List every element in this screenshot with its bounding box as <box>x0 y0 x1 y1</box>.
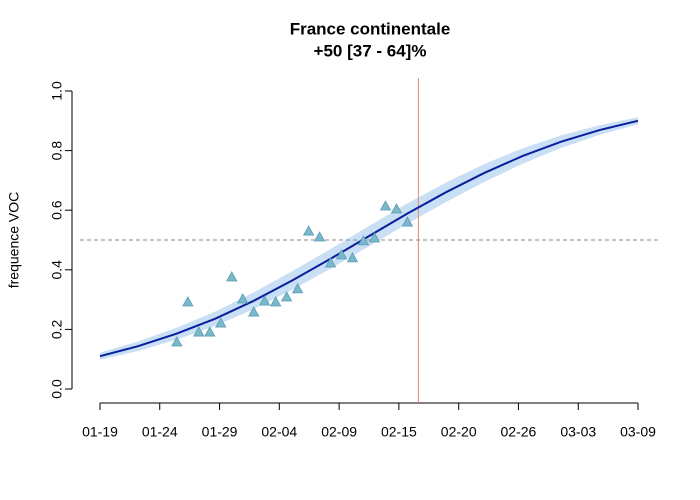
x-tick-label: 02-20 <box>441 424 477 440</box>
chart-subtitle: +50 [37 - 64]% <box>314 41 427 60</box>
confidence-band <box>100 117 638 360</box>
y-tick-label: 0.4 <box>49 260 65 280</box>
point <box>182 296 194 307</box>
x-tick-label: 01-19 <box>82 424 118 440</box>
chart-title: France continentale <box>290 19 451 38</box>
point <box>237 293 249 304</box>
point <box>324 257 337 268</box>
y-tick-label: 0.2 <box>49 319 65 339</box>
point <box>390 203 403 214</box>
y-tick-label: 1.0 <box>49 81 65 101</box>
x-tick-label: 02-04 <box>261 424 297 440</box>
point <box>280 291 293 302</box>
x-tick-label: 03-09 <box>620 424 656 440</box>
point <box>259 295 271 306</box>
point <box>269 296 282 307</box>
point <box>346 252 359 263</box>
point <box>379 200 392 211</box>
point <box>204 326 216 337</box>
point <box>171 336 183 347</box>
point <box>401 216 414 227</box>
point <box>313 231 326 242</box>
point <box>291 283 304 294</box>
point <box>357 235 370 246</box>
y-tick-label: 0.6 <box>49 200 65 220</box>
x-tick-label: 01-29 <box>202 424 238 440</box>
x-tick-label: 01-24 <box>142 424 178 440</box>
point <box>248 306 260 317</box>
point <box>226 271 238 282</box>
y-axis-label: frequence VOC <box>6 192 22 289</box>
x-tick-label: 02-09 <box>321 424 357 440</box>
y-tick-label: 0.0 <box>49 379 65 399</box>
x-tick-label: 02-26 <box>501 424 537 440</box>
x-tick-label: 03-03 <box>560 424 596 440</box>
fit-line <box>99 119 639 358</box>
point <box>215 317 227 328</box>
x-tick-label: 02-15 <box>381 424 417 440</box>
y-tick-label: 0.8 <box>49 141 65 161</box>
point <box>302 225 315 236</box>
point <box>335 249 348 260</box>
point <box>368 232 381 243</box>
point <box>193 326 205 337</box>
